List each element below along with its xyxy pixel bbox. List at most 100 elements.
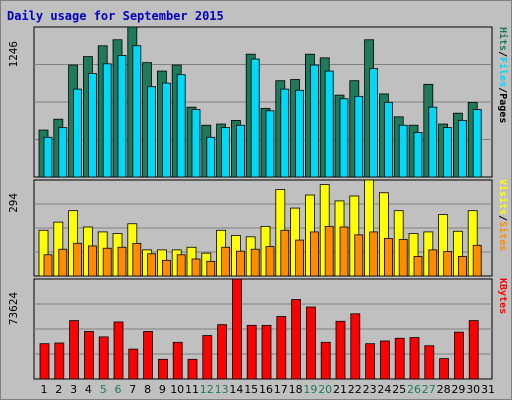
visits-sites-bar-sites-15 [250,248,260,277]
hits-files-bar-files-17 [280,88,290,178]
hits-files-bar-files-2 [58,127,68,178]
kbytes-legend: KBytes [497,278,508,314]
visits-sites-bar-sites-18 [295,239,305,277]
hits-files-legend-files: Files [497,57,509,87]
hits-files-legend-hits: Hits [497,27,509,51]
kbytes-bar-kbytes-22 [350,313,361,380]
visits-sites-bar-sites-17 [280,229,290,277]
visits-sites-bar-sites-27 [428,249,438,277]
visits-sites-bar-visits-29 [452,230,463,277]
day-label-26: 26 [407,383,421,396]
day-label-30: 30 [466,383,480,396]
kbytes-bar-kbytes-17 [276,316,287,380]
hits-files-bar-files-3 [73,88,82,178]
day-label-1: 1 [41,383,48,396]
visits-sites-bar-sites-1 [43,254,53,277]
visits-sites-bar-visits-26 [408,233,419,277]
day-label-27: 27 [422,383,436,396]
kbytes-bar-kbytes-26 [409,337,420,380]
chart-title: Daily usage for September 2015 [7,9,224,23]
kbytes-bar-kbytes-19 [305,306,316,380]
visits-sites-bar-sites-29 [457,256,467,277]
kbytes-bar-kbytes-30 [468,320,479,380]
visits-sites-legend-sites: Sites [497,221,509,251]
hits-files-legend: Hits/Files/Pages [497,27,509,123]
visits-sites-bar-sites-14 [235,250,245,277]
visits-sites-max-label: 294 [7,193,20,213]
visits-sites-bar-visits-23 [364,179,375,277]
day-label-18: 18 [289,383,303,396]
day-label-28: 28 [437,383,451,396]
hits-files-bar-files-8 [147,86,157,178]
visits-sites-bar-sites-8 [147,253,157,277]
hits-files-bar-files-30 [472,109,482,178]
hits-files-bar-files-6 [117,55,127,178]
visits-sites-bar-visits-24 [378,192,389,277]
kbytes-bar-kbytes-15 [246,324,257,380]
kbytes-bar-kbytes-27 [424,345,435,380]
day-label-19: 19 [303,383,317,396]
kbytes-bar-kbytes-12 [202,335,213,380]
hits-files-bar-files-27 [428,106,438,178]
visits-sites-bar-sites-9 [161,259,171,277]
day-label-20: 20 [318,383,332,396]
hits-files-bar-files-7 [132,45,142,178]
day-label-5: 5 [100,383,107,396]
kbytes-bar-kbytes-7 [128,348,139,380]
visits-sites-bar-sites-22 [354,234,364,277]
kbytes-legend-kbytes: KBytes [497,278,508,314]
day-label-29: 29 [451,383,465,396]
visits-sites-bar-sites-20 [324,225,334,277]
day-label-25: 25 [392,383,406,396]
hits-files-bar-files-9 [161,82,171,178]
day-label-24: 24 [377,383,391,396]
day-label-2: 2 [55,383,62,396]
visits-sites-bar-sites-16 [265,246,275,277]
visits-sites-bar-sites-5 [102,247,112,277]
hits-files-bar-files-16 [265,110,275,178]
visits-sites-bar-sites-7 [132,242,142,277]
kbytes-bar-kbytes-2 [54,342,65,380]
hits-files-legend-sep: / [497,87,508,93]
hits-files-legend-sep: / [497,51,508,57]
day-label-8: 8 [144,383,151,396]
visits-sites-bar-sites-21 [339,226,349,277]
visits-sites-bar-sites-30 [472,244,482,277]
hits-files-bar-files-1 [43,136,53,178]
kbytes-bar-kbytes-28 [439,358,450,380]
hits-files-bar-files-12 [206,136,216,178]
visits-sites-bar-sites-2 [58,248,68,277]
day-label-6: 6 [115,383,122,396]
kbytes-bar-kbytes-20 [320,341,331,380]
visits-sites-bar-sites-19 [309,231,319,277]
day-label-7: 7 [129,383,136,396]
kbytes-bar-kbytes-29 [453,331,464,380]
kbytes-bar-kbytes-14 [231,278,242,380]
hits-files-bar-files-22 [354,95,364,178]
visits-sites-bar-visits-1 [38,229,49,277]
hits-files-bar-files-18 [295,89,305,178]
hits-files-bar-files-29 [457,120,467,178]
kbytes-bar-kbytes-10 [172,341,183,380]
hits-files-max-label: 1246 [7,41,20,68]
day-label-17: 17 [274,383,288,396]
hits-files-bar-files-11 [191,109,201,178]
kbytes-bar-kbytes-5 [98,336,109,380]
day-label-15: 15 [244,383,258,396]
day-label-14: 14 [229,383,243,396]
kbytes-bar-kbytes-24 [379,340,390,380]
visits-sites-bar-sites-10 [176,254,186,277]
visits-sites-bar-sites-24 [383,238,393,277]
hits-files-bar-files-25 [398,124,408,178]
day-label-4: 4 [85,383,92,396]
day-label-11: 11 [185,383,199,396]
visits-sites-bar-sites-23 [369,231,379,277]
visits-sites-bar-visits-30 [467,210,478,277]
hits-files-legend-pages: Pages [497,93,508,123]
day-label-13: 13 [215,383,229,396]
day-label-22: 22 [348,383,362,396]
visits-sites-bar-sites-28 [443,251,453,277]
day-label-21: 21 [333,383,347,396]
kbytes-max-label: 73624 [7,292,20,325]
